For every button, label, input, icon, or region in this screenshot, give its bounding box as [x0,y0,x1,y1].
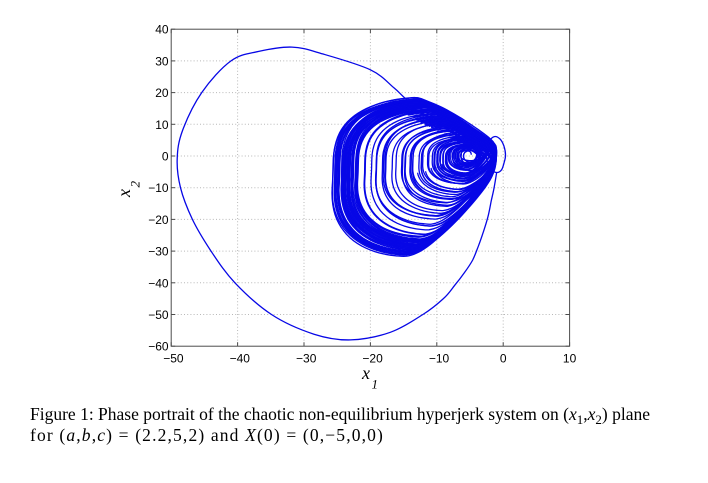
svg-text:0: 0 [500,352,507,366]
svg-text:−10: −10 [148,181,169,195]
svg-text:−30: −30 [148,245,169,259]
svg-text:−50: −50 [163,352,184,366]
svg-text:2: 2 [128,181,143,188]
svg-text:40: 40 [155,23,169,37]
svg-text:1: 1 [372,377,379,392]
svg-text:−40: −40 [148,276,169,290]
svg-text:30: 30 [155,54,169,68]
svg-text:−10: −10 [429,352,450,366]
svg-text:−60: −60 [148,340,169,354]
svg-text:10: 10 [155,118,169,132]
svg-text:x: x [114,189,134,198]
svg-text:20: 20 [155,86,169,100]
svg-text:−50: −50 [148,308,169,322]
svg-text:10: 10 [563,352,577,366]
svg-text:−40: −40 [230,352,251,366]
svg-text:−20: −20 [362,352,383,366]
svg-text:x: x [361,363,370,383]
svg-text:−30: −30 [296,352,317,366]
svg-text:−20: −20 [148,213,169,227]
svg-text:0: 0 [162,150,169,164]
